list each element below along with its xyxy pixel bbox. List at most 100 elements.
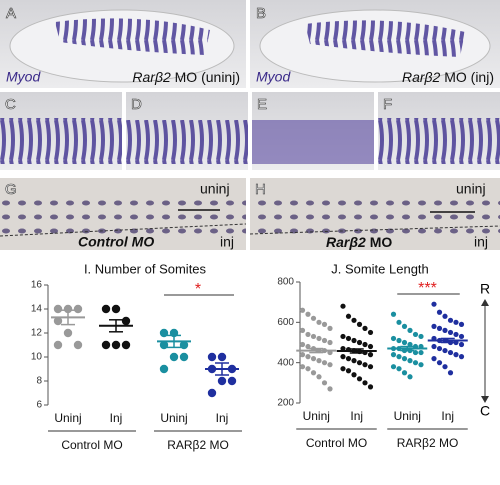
data-point <box>458 333 465 340</box>
data-point <box>401 339 408 346</box>
group-label: Control MO <box>61 438 122 452</box>
panel-h: H uninj inj Rarβ2 MO <box>249 178 500 250</box>
data-point <box>396 354 402 360</box>
data-point <box>327 386 333 392</box>
data-point <box>442 327 448 333</box>
data-point <box>418 333 424 340</box>
data-point <box>345 313 352 319</box>
caption: Rarβ2 MO (uninj) <box>132 69 240 85</box>
data-point <box>316 358 322 364</box>
chart-title: I. Number of Somites <box>84 261 207 276</box>
morpholino: Rarβ2 <box>402 69 441 85</box>
x-tick-label: Inj <box>350 409 363 423</box>
gene-label: Myod <box>6 69 41 85</box>
condition: MO (inj) <box>444 69 494 85</box>
x-tick-label: Inj <box>110 411 123 425</box>
data-point <box>401 323 408 329</box>
arrow-head <box>481 396 489 403</box>
data-point <box>316 319 322 325</box>
x-tick-label: Inj <box>216 411 229 425</box>
data-point <box>453 331 459 338</box>
data-point <box>458 354 465 360</box>
x-tick-label: Uninj <box>54 411 81 425</box>
data-point <box>207 352 217 362</box>
axis-annotation: R <box>480 281 490 297</box>
data-point <box>299 307 306 313</box>
panel-letter: G <box>5 181 17 198</box>
data-point <box>442 364 448 370</box>
gene-label: Myod <box>256 69 291 85</box>
data-point <box>321 380 328 386</box>
data-point <box>442 313 448 319</box>
data-point <box>431 356 437 362</box>
data-point <box>367 329 374 336</box>
data-point <box>436 360 443 366</box>
x-tick-label: Uninj <box>160 411 187 425</box>
data-point <box>345 368 352 374</box>
data-point <box>351 337 357 344</box>
data-point <box>390 364 397 370</box>
data-point <box>327 362 333 368</box>
data-point <box>431 343 437 350</box>
data-point <box>345 335 352 342</box>
data-point <box>53 304 63 314</box>
data-point <box>351 317 357 323</box>
data-point <box>367 352 374 358</box>
y-tick-label: 600 <box>277 317 294 328</box>
data-point <box>305 354 311 360</box>
data-point <box>321 337 328 344</box>
data-point <box>53 340 63 350</box>
data-point <box>310 333 317 340</box>
data-point <box>447 317 454 323</box>
morpholino-label: Rarβ2 MO <box>326 234 392 250</box>
panel-letter: F <box>383 96 392 113</box>
data-point <box>447 370 454 376</box>
morpholino: Control MO <box>78 234 154 250</box>
data-point <box>356 376 363 382</box>
significance: *** <box>418 280 437 297</box>
y-tick-label: 16 <box>31 280 43 291</box>
arrow-head <box>481 299 489 306</box>
y-tick-label: 12 <box>31 328 43 339</box>
label-bottom: inj <box>220 234 234 250</box>
data-point <box>390 352 397 358</box>
data-point <box>159 364 169 374</box>
data-point <box>207 388 217 398</box>
panel-letter: A <box>6 5 16 22</box>
data-point <box>340 366 346 372</box>
panel-f: F <box>378 92 500 170</box>
data-point <box>436 325 443 331</box>
data-point <box>63 304 73 314</box>
x-tick-label: Uninj <box>394 409 421 423</box>
data-point <box>327 339 333 346</box>
data-point <box>305 366 311 372</box>
data-point <box>179 340 189 350</box>
data-point <box>159 340 169 350</box>
panel-b: B Myod Rarβ2 MO (inj) <box>250 0 500 88</box>
data-point <box>159 328 169 338</box>
data-point <box>169 352 179 362</box>
y-tick-label: 8 <box>36 376 42 387</box>
panel-letter: D <box>131 96 142 113</box>
data-point <box>299 352 306 358</box>
data-point <box>401 370 408 376</box>
y-tick-label: 400 <box>277 357 294 368</box>
caption: Rarβ2 MO (inj) <box>402 69 494 85</box>
panel-a: A Myod Rarβ2 MO (uninj) <box>0 0 246 88</box>
data-point <box>418 362 424 368</box>
panel-letter: E <box>257 96 267 113</box>
data-point <box>356 321 363 327</box>
condition: MO (uninj) <box>175 69 240 85</box>
data-point <box>310 356 317 362</box>
panel-letter: B <box>256 5 266 22</box>
data-point <box>447 329 454 336</box>
data-point <box>121 340 131 350</box>
data-point <box>111 340 121 350</box>
data-point <box>362 341 368 348</box>
y-tick-label: 800 <box>277 277 294 288</box>
data-point <box>310 315 317 321</box>
data-point <box>310 370 317 376</box>
data-point <box>362 325 368 331</box>
data-point <box>101 304 111 314</box>
data-point <box>73 340 83 350</box>
